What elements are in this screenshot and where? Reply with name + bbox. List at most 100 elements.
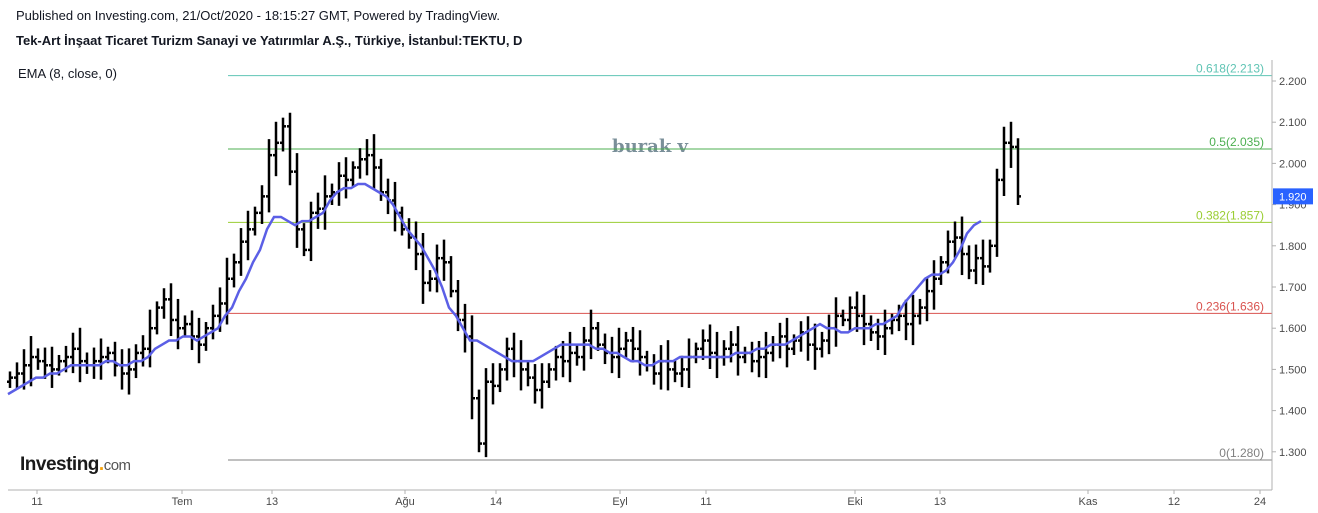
ohlc-bar (238, 228, 244, 276)
fib-label: 0.236(1.636) (1196, 299, 1264, 313)
ohlc-bar (819, 331, 825, 358)
ohlc-bar (322, 175, 328, 230)
ohlc-bar (574, 344, 580, 366)
ohlc-bar (273, 121, 279, 177)
x-tick-label: Tem (172, 496, 193, 508)
ohlc-bar (280, 117, 286, 152)
x-tick-label: Kas (1079, 496, 1098, 508)
ohlc-bar (665, 340, 671, 391)
ohlc-bar (511, 332, 517, 378)
ohlc-bar (805, 316, 811, 361)
fib-label: 0(1.280) (1219, 446, 1264, 460)
logo-dot: . (98, 454, 104, 475)
ohlc-bar (119, 349, 125, 390)
ohlc-bar (1008, 121, 1014, 168)
ohlc-bar (756, 340, 762, 378)
ohlc-bar (21, 349, 27, 390)
ohlc-bar (266, 139, 272, 213)
ohlc-bars (7, 112, 1021, 458)
y-tick-label: 2.100 (1279, 117, 1307, 129)
ohlc-bar (441, 239, 447, 281)
ohlc-bar (833, 297, 839, 347)
ohlc-bar (777, 322, 783, 359)
ohlc-bar (427, 270, 433, 292)
logo-main: Investing (20, 454, 99, 475)
ohlc-bar (588, 309, 594, 360)
ohlc-bar (896, 304, 902, 332)
ohlc-bar (672, 360, 678, 383)
ohlc-bar (637, 330, 643, 376)
ohlc-bar (882, 309, 888, 355)
ohlc-bar (567, 331, 573, 383)
ohlc-bar (763, 331, 769, 379)
ohlc-bar (28, 336, 34, 387)
ohlc-bar (231, 253, 237, 288)
ohlc-bar (532, 364, 538, 404)
ohlc-bar (924, 277, 930, 322)
ohlc-bar (1015, 138, 1021, 206)
ohlc-bar (560, 340, 566, 378)
ohlc-bar (644, 350, 650, 372)
ohlc-bar (329, 183, 335, 206)
ohlc-bar (189, 310, 195, 351)
y-tick-label: 2.000 (1279, 158, 1307, 170)
ohlc-bar (413, 221, 419, 271)
ohlc-bar (854, 291, 860, 332)
ohlc-bar (910, 294, 916, 346)
x-tick-label: 11 (31, 496, 42, 508)
ohlc-bar (98, 338, 104, 380)
investing-logo: Investing.com (20, 454, 131, 476)
fib-label: 0.382(1.857) (1196, 208, 1264, 222)
ohlc-bar (623, 331, 629, 358)
x-tick-label: 24 (1254, 496, 1266, 508)
x-tick-label: 13 (934, 496, 946, 508)
ohlc-bar (595, 322, 601, 351)
ema-series (7, 182, 982, 396)
ohlc-bar (980, 239, 986, 285)
chart-title: Tek-Art İnşaat Ticaret Turizm Sanayi ve … (16, 33, 523, 48)
ohlc-bar (301, 223, 307, 257)
y-tick-label: 1.600 (1279, 323, 1307, 335)
ohlc-bar (126, 348, 132, 395)
ohlc-bar (742, 346, 748, 364)
ohlc-bar (357, 148, 363, 179)
ohlc-bar (903, 299, 909, 341)
ohlc-bar (77, 327, 83, 383)
ohlc-bar (294, 153, 300, 248)
ohlc-bar (259, 185, 265, 224)
y-tick-label: 1.500 (1279, 364, 1307, 376)
ohlc-bar (546, 363, 552, 388)
ohlc-bar (161, 288, 167, 319)
ohlc-bar (175, 298, 181, 350)
ohlc-bar (693, 342, 699, 364)
ohlc-bar (861, 294, 867, 346)
ohlc-bar (609, 336, 615, 374)
ohlc-bar (210, 304, 216, 340)
x-tick-label: 13 (266, 496, 278, 508)
x-tick-label: Eki (847, 496, 862, 508)
ema-indicator-label[interactable]: EMA (8, close, 0) (18, 66, 117, 81)
ohlc-bar (630, 326, 636, 363)
ohlc-bar (749, 341, 755, 373)
y-tick-label: 1.700 (1279, 282, 1307, 294)
ohlc-bar (147, 309, 153, 368)
published-note: Published on Investing.com, 21/Oct/2020 … (16, 8, 500, 23)
ohlc-bar (553, 345, 559, 381)
ohlc-bar (721, 340, 727, 366)
ohlc-bar (938, 256, 944, 285)
ohlc-bar (686, 338, 692, 388)
ohlc-bar (287, 112, 293, 186)
ohlc-bar (812, 323, 818, 370)
ohlc-bar (350, 161, 356, 187)
ohlc-bar (770, 336, 776, 362)
ohlc-bar (1001, 126, 1007, 196)
y-tick-label: 2.200 (1279, 76, 1307, 88)
ohlc-bar (840, 309, 846, 327)
fib-label: 0.5(2.035) (1209, 135, 1264, 149)
ohlc-bar (420, 233, 426, 304)
ohlc-bar (91, 347, 97, 379)
ohlc-bar (518, 340, 524, 391)
ohlc-bar (826, 314, 832, 355)
ohlc-bar (343, 157, 349, 199)
